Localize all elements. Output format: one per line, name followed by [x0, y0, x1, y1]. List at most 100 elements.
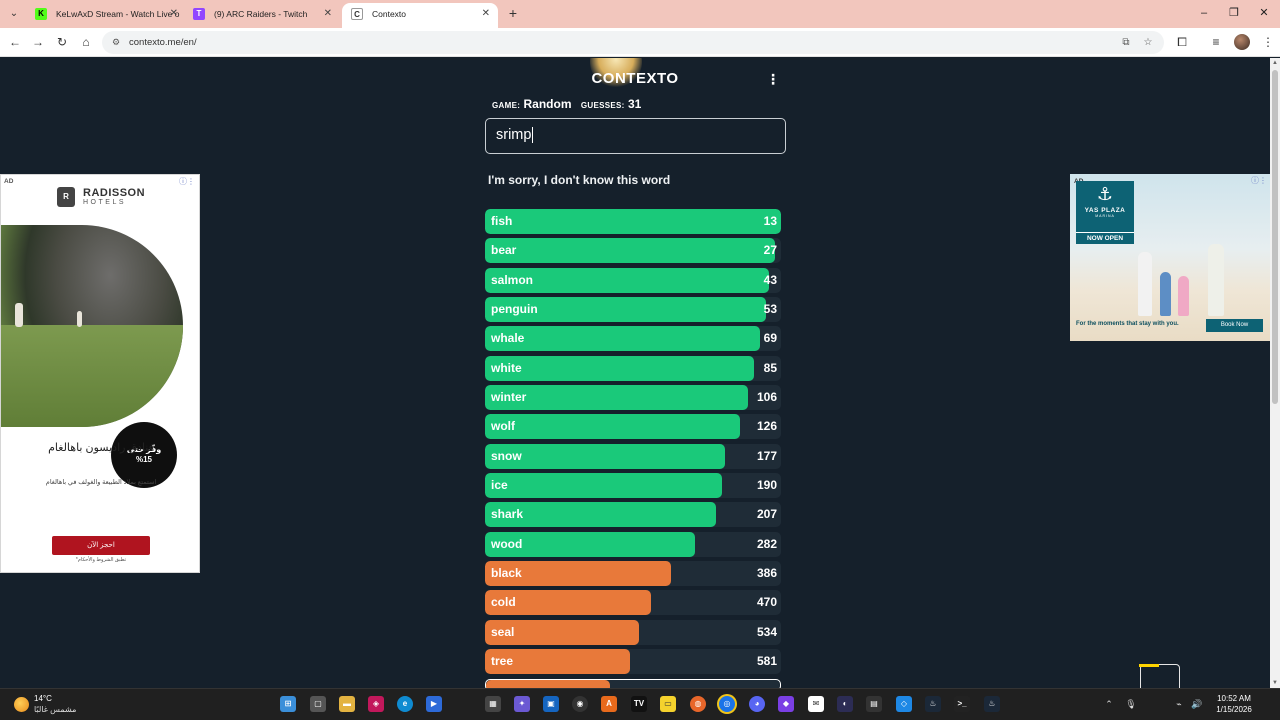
- radisson-ad[interactable]: AD ⓘ⋮ R RADISSON HOTELS وفّر حتى %15 فنا…: [0, 174, 200, 573]
- scroll-thumb[interactable]: [1272, 70, 1278, 404]
- site-info-icon[interactable]: ⚙: [111, 37, 121, 47]
- ad-brand: YAS PLAZA: [1084, 207, 1126, 214]
- guess-word: tree: [491, 654, 514, 669]
- browser-toolbar: ← → ↻ ⌂ ⚙ contexto.me/en/ ⧉ ☆ ⧠ ≡ ⋮: [0, 28, 1280, 57]
- ad-cta-button[interactable]: احجز الآن: [52, 536, 150, 555]
- tab-contexto[interactable]: C Contexto ✕: [342, 3, 498, 28]
- ad-tagline: For the moments that stay with you.: [1076, 321, 1179, 327]
- menu-icon[interactable]: ⋮: [766, 71, 780, 87]
- app-icon[interactable]: ▤: [866, 696, 882, 712]
- app-icon[interactable]: ✉: [808, 696, 824, 712]
- forward-button[interactable]: →: [32, 35, 44, 49]
- url-text[interactable]: contexto.me/en/: [129, 37, 197, 48]
- start-icon[interactable]: ⊞: [280, 696, 296, 712]
- weather-temperature[interactable]: 14°C: [34, 694, 52, 703]
- tradingview-icon[interactable]: TV: [631, 696, 647, 712]
- similarity-bar: [485, 297, 766, 323]
- guess-input-value[interactable]: srimp: [496, 127, 532, 143]
- tab-search-button[interactable]: ⌄: [9, 8, 19, 19]
- app-icon[interactable]: ✦: [514, 696, 530, 712]
- tray-overflow-icon[interactable]: ⌃: [1105, 699, 1113, 709]
- install-app-icon[interactable]: ⧉: [1122, 37, 1130, 48]
- guess-word: cold: [491, 595, 516, 610]
- clock-time[interactable]: 10:52 AM: [1217, 694, 1251, 703]
- yas-plaza-ad[interactable]: AD ⓘ⋮ ⚓ YAS PLAZA MARINA NOW OPEN For th…: [1070, 174, 1270, 341]
- guesses-count: 31: [627, 97, 642, 111]
- close-icon[interactable]: ✕: [481, 8, 490, 19]
- profile-avatar[interactable]: [1234, 34, 1250, 50]
- golf-photo: [1, 225, 183, 427]
- reload-button[interactable]: ↻: [56, 35, 68, 49]
- media-control-icon[interactable]: ≡: [1212, 35, 1220, 49]
- app-icon[interactable]: A: [601, 696, 617, 712]
- page-scrollbar[interactable]: ▲ ▼: [1270, 58, 1280, 688]
- discord-icon[interactable]: ◕: [749, 696, 765, 712]
- app-icon[interactable]: ◆: [778, 696, 794, 712]
- guess-rank: 207: [756, 507, 777, 522]
- maximize-button[interactable]: ❐: [1229, 7, 1239, 19]
- window-close-button[interactable]: ✕: [1259, 7, 1269, 19]
- task-view-icon[interactable]: ▢: [310, 696, 326, 712]
- bookmark-star-icon[interactable]: ☆: [1143, 37, 1153, 48]
- twitch-icon: T: [193, 8, 205, 20]
- guess-rank: 85: [763, 360, 777, 375]
- similarity-bar: [485, 326, 760, 352]
- app-icon[interactable]: ◐: [837, 696, 853, 712]
- guess-input[interactable]: srimp: [485, 118, 786, 154]
- guess-row: whale 69: [485, 326, 781, 352]
- terminal-icon[interactable]: >_: [954, 696, 970, 712]
- guess-word: ice: [491, 478, 508, 493]
- tab-kelwaxd[interactable]: K KeLwAxD Stream - Watch Live o ✕: [26, 3, 186, 28]
- app-icon[interactable]: ◇: [896, 696, 912, 712]
- recording-overlay-mark: [1139, 664, 1159, 667]
- sticky-notes-icon[interactable]: ▭: [660, 696, 676, 712]
- minimize-button[interactable]: –: [1200, 7, 1208, 19]
- play-store-icon[interactable]: ▶: [426, 696, 442, 712]
- chrome-icon[interactable]: ◎: [719, 696, 735, 712]
- similarity-bar: [485, 531, 695, 557]
- adchoices-icon[interactable]: ⓘ⋮: [179, 177, 195, 186]
- steam-icon[interactable]: ♨: [984, 696, 1000, 712]
- edge-icon[interactable]: e: [397, 696, 413, 712]
- file-explorer-icon[interactable]: ▬: [339, 696, 355, 712]
- clock-date[interactable]: 1/15/2026: [1216, 705, 1252, 714]
- guess-word: penguin: [491, 302, 538, 317]
- extensions-icon[interactable]: ⧠: [1177, 35, 1187, 49]
- scroll-down-icon[interactable]: ▼: [1272, 680, 1278, 686]
- guess-word: fish: [491, 214, 513, 228]
- header: CONTEXTO ⋮: [484, 58, 786, 96]
- similarity-bar: [486, 679, 610, 688]
- network-icon[interactable]: ⌁: [1176, 699, 1182, 709]
- steam-icon[interactable]: ♨: [925, 696, 941, 712]
- address-bar[interactable]: ⚙ contexto.me/en/ ⧉ ☆: [102, 31, 1164, 54]
- adchoices-icon[interactable]: ⓘ⋮: [1251, 176, 1267, 185]
- guess-word: black: [491, 566, 522, 581]
- close-icon[interactable]: ✕: [169, 8, 178, 19]
- close-icon[interactable]: ✕: [323, 8, 332, 19]
- guess-rank: 106: [756, 390, 777, 405]
- firefox-icon[interactable]: ◍: [690, 696, 706, 712]
- app-icon[interactable]: ◈: [368, 696, 384, 712]
- guess-row: cold 470: [485, 590, 781, 616]
- weather-sun-icon[interactable]: [14, 697, 29, 712]
- tab-twitch[interactable]: T (9) ARC Raiders - Twitch ✕: [184, 3, 340, 28]
- ad-brand-sub: HOTELS: [83, 199, 127, 206]
- similarity-bar: [485, 590, 651, 616]
- scroll-up-icon[interactable]: ▲: [1272, 60, 1278, 66]
- store-icon[interactable]: ▦: [485, 696, 501, 712]
- home-button[interactable]: ⌂: [82, 35, 90, 49]
- browser-menu-icon[interactable]: ⋮: [1262, 35, 1274, 49]
- badge-line2: %15: [135, 455, 152, 464]
- volume-icon[interactable]: 🔊: [1191, 699, 1203, 709]
- new-tab-button[interactable]: +: [508, 5, 518, 21]
- microphone-icon[interactable]: 🎙: [1125, 699, 1137, 709]
- guess-word: whale: [491, 331, 525, 346]
- github-icon[interactable]: ◉: [572, 696, 588, 712]
- anchor-icon: ⚓: [1096, 184, 1114, 204]
- app-icon[interactable]: ▣: [543, 696, 559, 712]
- page-title[interactable]: CONTEXTO: [591, 70, 679, 87]
- ad-cta-button[interactable]: Book Now: [1206, 319, 1263, 332]
- back-button[interactable]: ←: [9, 35, 21, 49]
- ad-description: استمتع بملاذ الطبيعة والغولف في باهالغام: [45, 479, 157, 486]
- weather-description[interactable]: مشمس غالبًا: [34, 705, 77, 714]
